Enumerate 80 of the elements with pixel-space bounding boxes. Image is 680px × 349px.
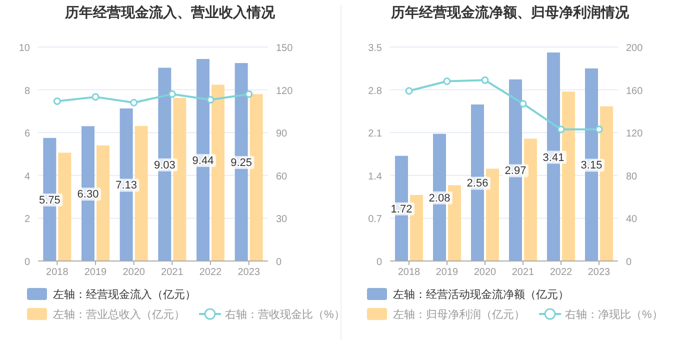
- y-tick-label: 10: [18, 43, 30, 54]
- data-label: 3.15: [580, 160, 602, 172]
- y-tick-label: 0: [24, 257, 30, 268]
- y2-tick-label: 0: [626, 257, 632, 268]
- y2-tick-label: 120: [626, 128, 644, 140]
- bar: [410, 194, 423, 261]
- x-tick-label: 2021: [161, 267, 184, 278]
- legend-label: 右轴：营收现金比（%）: [225, 308, 345, 321]
- x-tick-label: 2020: [474, 267, 497, 278]
- point: [519, 100, 527, 108]
- data-label: 2.97: [504, 165, 526, 178]
- data-label: 9.25: [230, 157, 252, 170]
- point: [481, 76, 489, 84]
- legend-label: 左轴：营业总收入（亿元）: [53, 308, 185, 321]
- y-tick-label: 0.7: [368, 214, 382, 226]
- y2-tick-label: 0: [276, 257, 282, 268]
- y2-tick-label: 80: [626, 171, 638, 182]
- chart-title: 历年经营现金流入、营业收入情况: [64, 4, 276, 20]
- y-tick-label: 4: [24, 171, 30, 182]
- x-tick-label: 2018: [398, 267, 421, 278]
- y2-tick-label: 90: [276, 128, 288, 140]
- x-tick-label: 2019: [436, 267, 459, 278]
- x-tick-label: 2022: [550, 267, 573, 278]
- point: [443, 77, 451, 85]
- y2-tick-label: 150: [276, 43, 294, 54]
- y-tick-label: 2: [24, 214, 30, 226]
- point: [206, 96, 214, 104]
- bar: [58, 152, 72, 261]
- x-tick-label: 2023: [588, 267, 611, 278]
- data-label: 9.44: [192, 154, 214, 167]
- bar: [173, 98, 186, 261]
- legend-label: 左轴：经营现金流入（亿元）: [53, 288, 196, 301]
- y2-tick-label: 30: [276, 214, 288, 226]
- legend-label: 左轴：经营活动现金流净额（亿元）: [393, 288, 569, 301]
- bar: [486, 168, 499, 261]
- data-label: 9.03: [154, 159, 176, 172]
- bar: [562, 92, 575, 261]
- x-tick-label: 2022: [199, 267, 222, 278]
- bar: [600, 106, 613, 261]
- x-tick-label: 2021: [512, 267, 535, 278]
- y2-tick-label: 60: [276, 171, 288, 182]
- point: [92, 93, 100, 101]
- data-label: 7.13: [116, 180, 138, 192]
- point: [405, 87, 413, 95]
- point: [245, 90, 253, 98]
- data-label: 2.08: [428, 192, 450, 204]
- data-label: 6.30: [77, 188, 99, 201]
- chart-title: 历年经营现金流净额、归母净利润情况: [390, 4, 630, 20]
- y-tick-label: 2.1: [368, 128, 382, 140]
- point: [557, 126, 565, 134]
- y-tick-label: 2.8: [368, 86, 382, 97]
- y-tick-label: 3.5: [368, 43, 382, 54]
- bar: [448, 185, 461, 261]
- data-label: 5.75: [38, 194, 60, 206]
- bar: [212, 84, 224, 261]
- y-tick-label: 1.4: [368, 171, 382, 182]
- x-tick-label: 2018: [46, 267, 69, 278]
- x-tick-label: 2019: [84, 267, 108, 278]
- data-label: 1.72: [390, 203, 412, 216]
- y-tick-label: 0: [376, 257, 382, 268]
- y-tick-label: 8: [24, 86, 30, 97]
- x-tick-label: 2023: [238, 267, 260, 278]
- bar: [96, 145, 110, 261]
- legend-label: 右轴：净现比（%）: [565, 308, 663, 321]
- y-tick-label: 6: [24, 128, 30, 140]
- y2-tick-label: 160: [626, 86, 644, 97]
- bar: [524, 138, 537, 261]
- x-tick-label: 2020: [122, 267, 146, 278]
- y2-tick-label: 40: [626, 214, 638, 226]
- legend-label: 左轴：归母净利润（亿元）: [393, 308, 525, 321]
- data-label: 3.41: [542, 152, 564, 164]
- y2-tick-label: 200: [626, 43, 644, 54]
- data-label: 2.56: [466, 178, 488, 190]
- y2-tick-label: 120: [276, 86, 294, 97]
- bar: [250, 94, 263, 261]
- bar: [134, 126, 148, 261]
- point: [595, 126, 603, 134]
- point: [53, 97, 61, 105]
- point: [168, 90, 176, 98]
- point: [130, 98, 138, 106]
